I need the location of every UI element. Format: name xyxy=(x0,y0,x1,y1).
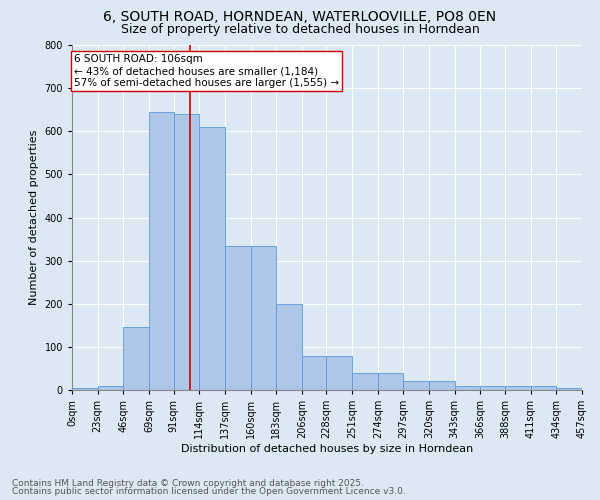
Text: 6 SOUTH ROAD: 106sqm
← 43% of detached houses are smaller (1,184)
57% of semi-de: 6 SOUTH ROAD: 106sqm ← 43% of detached h… xyxy=(74,54,340,88)
Bar xyxy=(149,112,173,390)
Bar xyxy=(276,304,302,390)
Bar xyxy=(98,386,124,390)
Bar xyxy=(455,386,481,390)
X-axis label: Distribution of detached houses by size in Horndean: Distribution of detached houses by size … xyxy=(181,444,473,454)
Bar xyxy=(302,356,326,390)
Bar xyxy=(326,356,352,390)
Bar xyxy=(556,388,582,390)
Bar xyxy=(124,328,149,390)
Text: 6, SOUTH ROAD, HORNDEAN, WATERLOOVILLE, PO8 0EN: 6, SOUTH ROAD, HORNDEAN, WATERLOOVILLE, … xyxy=(103,10,497,24)
Bar xyxy=(505,386,530,390)
Text: Contains HM Land Registry data © Crown copyright and database right 2025.: Contains HM Land Registry data © Crown c… xyxy=(12,478,364,488)
Bar xyxy=(352,373,378,390)
Text: Size of property relative to detached houses in Horndean: Size of property relative to detached ho… xyxy=(121,22,479,36)
Bar xyxy=(530,386,556,390)
Bar xyxy=(481,386,505,390)
Text: Contains public sector information licensed under the Open Government Licence v3: Contains public sector information licen… xyxy=(12,487,406,496)
Bar xyxy=(378,373,403,390)
Bar xyxy=(429,380,455,390)
Bar xyxy=(173,114,199,390)
Bar xyxy=(72,388,98,390)
Y-axis label: Number of detached properties: Number of detached properties xyxy=(29,130,39,305)
Bar xyxy=(199,127,225,390)
Bar xyxy=(225,246,251,390)
Bar xyxy=(403,380,429,390)
Bar xyxy=(251,246,276,390)
